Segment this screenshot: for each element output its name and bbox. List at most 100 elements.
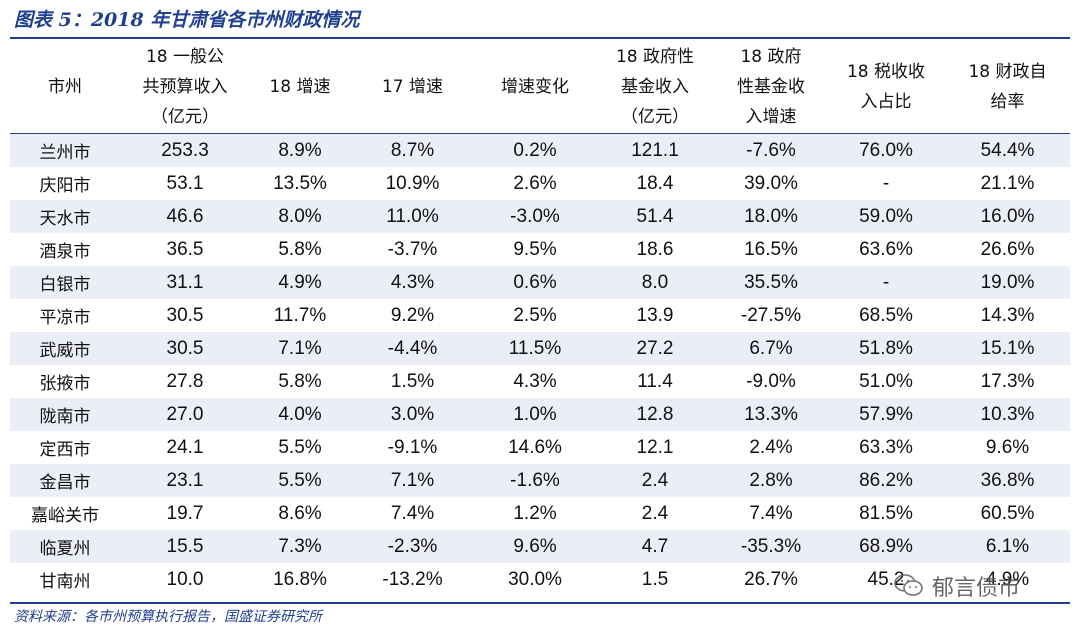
value-cell: 0.6% [475, 266, 595, 299]
value-cell: 9.2% [390, 304, 435, 326]
table-row: 嘉峪关市 19.7 8.6% 7.4% 1.2% 2.4 7.4% 81.5% 60.5% [10, 497, 1070, 530]
header-cell: 18 增速 [250, 41, 350, 134]
city-name-cell: 白银市 [10, 266, 120, 299]
city-name-cell: 武威市 [10, 332, 120, 365]
header-cell: 增速变化 [475, 41, 595, 134]
value-cell: -3.0% [475, 200, 595, 233]
value-cell: 30.5 [120, 332, 250, 365]
value-cell: 2.4 [641, 502, 669, 524]
value-cell: 14.6% [508, 436, 562, 458]
header-cell: 18 政府性 基金收入 （亿元） [595, 41, 715, 134]
value-cell: 51.8% [827, 332, 945, 365]
value-cell: 6.7% [715, 332, 827, 365]
value-cell: 10.3% [945, 398, 1070, 431]
value-cell: 1.0% [475, 398, 595, 431]
source-note: 资料来源：各市州预算执行报告，国盛证券研究所 [14, 609, 322, 625]
header-cell: 18 财政自 给率 [945, 41, 1070, 134]
value-cell: 17.3% [980, 370, 1035, 392]
value-cell: -2.3% [350, 530, 475, 563]
value-cell: -4.4% [350, 332, 475, 365]
value-cell: 63.6% [859, 238, 913, 260]
city-name-cell: 平凉市 [39, 308, 91, 328]
header-cell: 18 政府 性基金收 入增速 [715, 41, 827, 134]
table-row: 天水市 46.6 8.0% 11.0% -3.0% 51.4 18.0% 59.0% 16.0% [10, 200, 1070, 233]
watermark: 郁言债市 [894, 568, 1020, 604]
value-cell: 4.7 [595, 530, 715, 563]
value-cell: 3.0% [350, 398, 475, 431]
value-cell: 11.5% [475, 332, 595, 365]
value-cell: 30.5 [166, 304, 204, 326]
table-row: 金昌市 23.1 5.5% 7.1% -1.6% 2.4 2.8% 86.2% 36.8% [10, 464, 1070, 497]
table-row: 庆阳市 53.1 13.5% 10.9% 2.6% 18.4 39.0% - 21.1% [10, 167, 1070, 200]
value-cell: 11.7% [273, 304, 327, 326]
table-row: 武威市 30.5 7.1% -4.4% 11.5% 27.2 6.7% 51.8% 15.1% [10, 332, 1070, 365]
value-cell: 7.1% [350, 464, 475, 497]
header-cell: 18 税收收 入占比 [827, 41, 945, 134]
value-cell: 1.5 [641, 568, 669, 590]
value-cell: 10.9% [385, 172, 440, 194]
table-row: 陇南市 27.0 4.0% 3.0% 1.0% 12.8 13.3% 57.9% 10.3% [10, 398, 1070, 431]
value-cell: 9.6% [475, 530, 595, 563]
value-cell: 18.4 [636, 172, 674, 194]
value-cell: 2.6% [513, 172, 557, 194]
value-cell: 30.0% [508, 568, 562, 590]
value-cell: 6.1% [945, 530, 1070, 563]
value-cell: 36.8% [945, 464, 1070, 497]
value-cell: 12.1 [636, 436, 674, 458]
watermark-text: 郁言债市 [932, 576, 1021, 601]
value-cell: 0.2% [475, 133, 595, 167]
value-cell: 10.0 [166, 568, 204, 590]
value-cell: 13.5% [273, 172, 327, 194]
header-cell: 市州 [10, 41, 120, 134]
table-row: 张掖市 27.8 5.8% 1.5% 4.3% 11.4 -9.0% 51.0% 17.3% [10, 365, 1070, 398]
city-name-cell: 嘉峪关市 [31, 506, 99, 526]
city-name-cell: 张掖市 [39, 374, 91, 394]
value-cell: 68.5% [859, 304, 913, 326]
value-cell: 53.1 [166, 172, 204, 194]
value-cell: 4.9% [985, 568, 1030, 590]
table-row: 临夏州 15.5 7.3% -2.3% 9.6% 4.7 -35.3% 68.9% 6.1% [10, 530, 1070, 563]
table-row: 平凉市 30.5 11.7% 9.2% 2.5% 13.9 -27.5% 68.5% 14.3% [10, 299, 1070, 332]
value-cell: 2.4 [595, 464, 715, 497]
value-cell: 4.3% [350, 266, 475, 299]
table-row: 白银市 31.1 4.9% 4.3% 0.6% 8.0 35.5% -19.0% [10, 266, 1070, 299]
value-cell: 16.8% [273, 568, 327, 590]
value-cell: 8.7% [350, 133, 475, 167]
header-cell: 17 增速 [350, 41, 475, 134]
value-cell: 2.5% [513, 304, 557, 326]
value-cell: 15.1% [945, 332, 1070, 365]
value-cell: 5.5% [250, 464, 350, 497]
value-cell: 26.7% [744, 568, 798, 590]
value-cell: 51.4 [595, 200, 715, 233]
value-cell: 57.9% [827, 398, 945, 431]
value-cell: 16.0% [945, 200, 1070, 233]
value-cell: 18.0% [715, 200, 827, 233]
value-cell: 24.1 [166, 436, 204, 458]
value-cell: 76.0% [827, 133, 945, 167]
value-cell: 35.5% [715, 266, 827, 299]
value-cell: 15.5 [120, 530, 250, 563]
table-row: 兰州市 253.3 8.9% 8.7% 0.2% 121.1 -7.6% 76.0% 54.4% [10, 133, 1070, 167]
table-row: 定西市 24.1 5.5% -9.1% 14.6% 12.1 2.4% 63.3% 9.6% [10, 431, 1070, 464]
city-name-cell: 甘南州 [39, 572, 91, 592]
value-cell: -9.1% [387, 436, 438, 458]
city-name-cell: 定西市 [39, 440, 91, 460]
value-cell: 5.5% [278, 436, 322, 458]
table-row: 甘南州 10.0 16.8% -13.2% 30.0% 1.5 26.7% 45.2 4.9% [10, 563, 1070, 596]
header-cell: 18 一般公 共预算收入 （亿元） [120, 41, 250, 134]
value-cell: 59.0% [827, 200, 945, 233]
table-bottom-divider [10, 602, 1070, 604]
value-cell: 4.9% [250, 266, 350, 299]
value-cell: 8.0% [250, 200, 350, 233]
value-cell: -13.2% [382, 568, 443, 590]
value-cell: 60.5% [980, 502, 1035, 524]
value-cell: -7.6% [715, 133, 827, 167]
table-row: 酒泉市 36.5 5.8% -3.7% 9.5% 18.6 16.5% 63.6% 26.6% [10, 233, 1070, 266]
value-cell: 81.5% [859, 502, 913, 524]
city-name-cell: 兰州市 [10, 133, 120, 167]
city-name-cell: 陇南市 [10, 398, 120, 431]
value-cell: 12.8 [595, 398, 715, 431]
value-cell: 21.1% [980, 172, 1035, 194]
value-cell: 4.3% [513, 370, 557, 392]
wechat-icon [894, 574, 923, 596]
